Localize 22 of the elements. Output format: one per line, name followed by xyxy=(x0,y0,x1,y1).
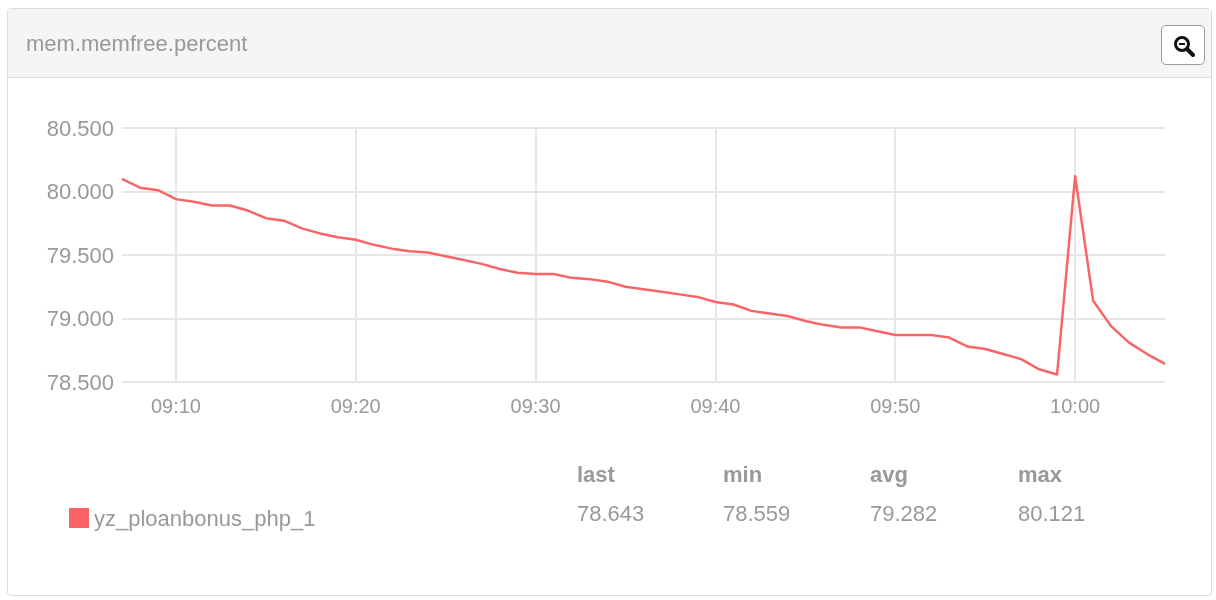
x-tick-label: 09:20 xyxy=(330,395,381,417)
text: 78.643 xyxy=(577,500,645,526)
legend-label: yz_ploanbonus_php_1 xyxy=(94,505,316,531)
text: 79.282 xyxy=(870,500,938,526)
x-tick-label: 10:00 xyxy=(1050,395,1101,417)
x-tick-label: 09:30 xyxy=(510,395,561,417)
y-tick-label: 80.500 xyxy=(46,115,114,141)
text: 78.559 xyxy=(723,500,791,526)
y-tick-label: 79.000 xyxy=(46,306,114,331)
x-tick-label: 09:10 xyxy=(150,395,201,417)
y-tick-label: 78.500 xyxy=(46,369,114,395)
y-tick-label: 79.500 xyxy=(46,242,114,268)
x-tick-label: 09:40 xyxy=(690,395,741,417)
chart-title: mem.memfree.percent xyxy=(26,31,248,57)
x-tick-label: 09:50 xyxy=(870,395,921,417)
text: last xyxy=(577,461,616,487)
y-tick-label: 80.000 xyxy=(46,179,114,204)
text: max xyxy=(1018,461,1063,487)
text: 80.121 xyxy=(1018,500,1086,526)
text: avg xyxy=(870,461,908,487)
line-series xyxy=(120,174,1167,376)
text: min xyxy=(723,461,763,487)
